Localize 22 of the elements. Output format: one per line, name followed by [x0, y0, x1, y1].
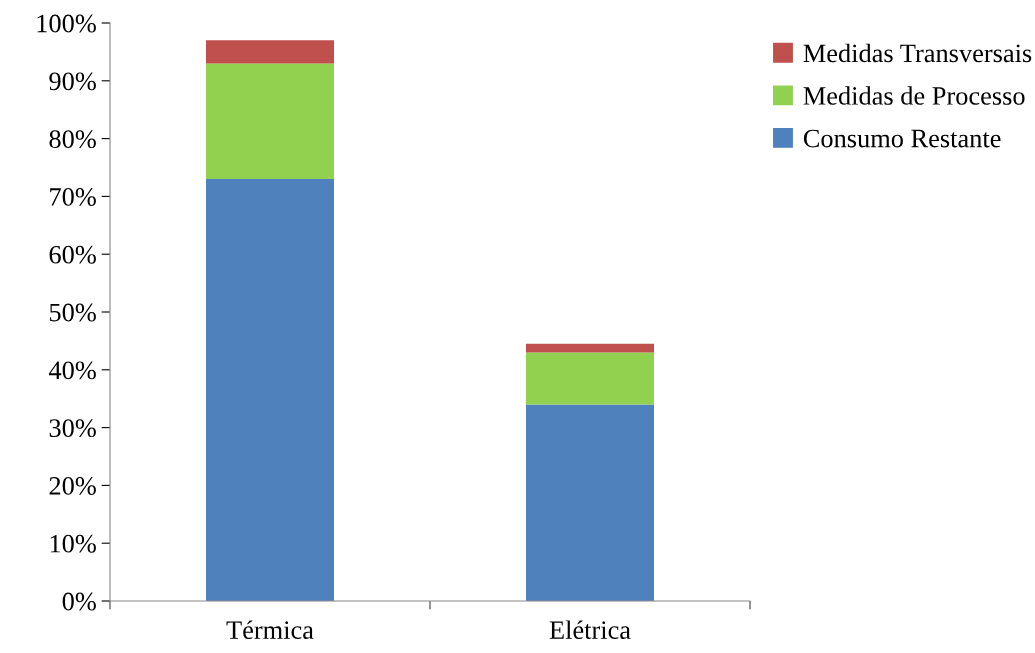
y-tick-label: 20% — [49, 477, 96, 495]
x-tick-label: Térmica — [226, 620, 314, 640]
x-tick-label: Elétrica — [549, 620, 631, 640]
y-tick-label: 50% — [49, 303, 96, 322]
legend-label: Medidas Transversais — [803, 43, 1032, 63]
bar — [206, 40, 334, 64]
y-tick-label: 30% — [49, 419, 96, 438]
y-tick-label: 40% — [48, 361, 96, 380]
bar — [526, 404, 654, 601]
y-tick-label: 10% — [50, 534, 96, 553]
bar — [526, 352, 654, 405]
y-tick-label: 0% — [62, 592, 96, 611]
legend-label: Medidas de Processo — [803, 86, 1025, 105]
y-tick-label: 80% — [49, 130, 96, 149]
legend-label: Consumo Restante — [803, 129, 1001, 148]
bar — [206, 179, 334, 601]
bar — [206, 63, 334, 180]
y-tick-label: 90% — [49, 72, 96, 91]
bar — [526, 343, 654, 353]
y-tick-label: 100% — [37, 14, 96, 33]
y-tick-label: 70% — [50, 188, 96, 206]
y-tick-label: 60% — [49, 245, 96, 264]
